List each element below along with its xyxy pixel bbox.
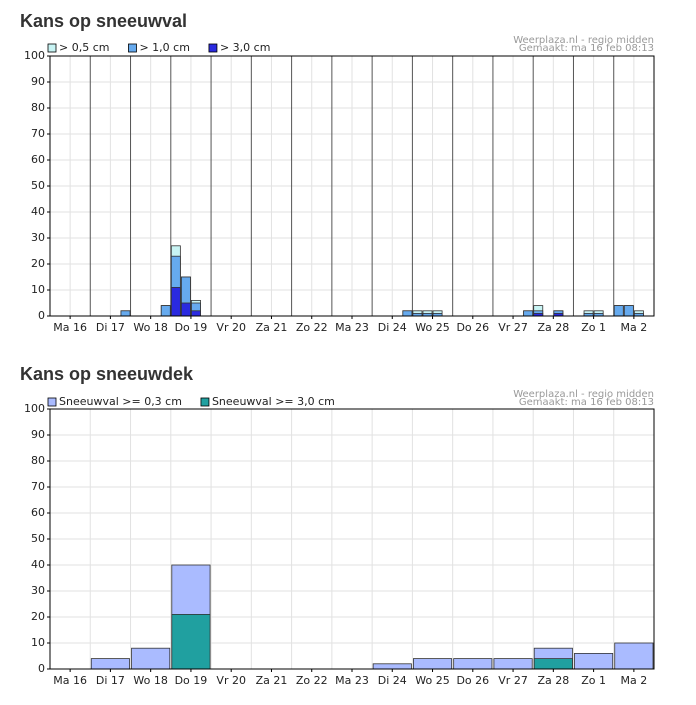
bar [131,647,171,670]
x-tick-label: Di 24 [378,321,407,334]
bar [453,658,493,670]
bar [533,658,573,670]
x-tick-label: Ma 2 [620,674,647,687]
x-tick-label: Ma 23 [335,674,369,687]
legend-swatch [200,397,210,407]
x-tick-label: Zo 22 [296,674,328,687]
x-tick-label: Di 17 [96,674,125,687]
y-tick-label: 90 [31,75,45,88]
bar [523,310,534,317]
y-tick-label: 100 [24,402,45,415]
y-tick-label: 30 [31,231,45,244]
bar [160,305,171,317]
y-tick-label: 0 [38,309,45,322]
chart-title: Kans op sneeuwval [20,11,187,31]
x-tick-label: Wo 18 [133,321,167,334]
bar [614,642,654,670]
x-tick-label: Do 19 [175,321,208,334]
x-tick-label: Do 26 [456,674,489,687]
y-tick-label: 30 [31,584,45,597]
legend-label: > 0,5 cm [59,41,109,54]
x-tick-label: Zo 22 [296,321,328,334]
y-tick-label: 0 [38,662,45,675]
legend-label: > 1,0 cm [139,41,189,54]
y-tick-label: 70 [31,480,45,493]
legend-swatch [47,397,57,407]
legend-swatch [128,43,137,53]
bar [171,614,211,670]
y-tick-label: 80 [31,454,45,467]
y-tick-label: 50 [31,179,45,192]
legend-swatch [47,43,57,53]
x-tick-label: Ma 23 [335,321,369,334]
x-tick-label: Zo 1 [581,674,606,687]
source: Weerplaza.nl - regio midden [513,389,654,400]
x-tick-label: Za 21 [256,674,288,687]
plot-frame [49,408,655,670]
x-tick-label: Do 19 [175,674,208,687]
x-tick-label: Vr 27 [498,674,528,687]
y-tick-label: 70 [31,127,45,140]
x-tick-label: Di 17 [96,321,125,334]
source: Weerplaza.nl - regio midden [513,35,654,46]
bar [120,310,131,317]
legend-label: > 3,0 cm [220,41,270,54]
x-tick-label: Za 21 [256,321,288,334]
y-tick-label: 50 [31,532,45,545]
x-tick-label: Za 28 [537,321,569,334]
x-tick-label: Wo 25 [415,321,449,334]
bar [412,658,453,670]
legend-swatch [208,43,218,53]
y-tick-label: 10 [31,636,45,649]
y-tick-label: 20 [31,610,45,623]
created: Gemaakt: ma 16 feb 08:13 [519,397,654,408]
bar [372,663,412,670]
y-tick-label: 100 [24,49,45,62]
x-tick-label: Ma 16 [53,321,87,334]
legend-label: Sneeuwval >= 3,0 cm [212,395,335,408]
x-tick-label: Wo 25 [415,674,449,687]
y-tick-label: 40 [31,205,45,218]
x-tick-label: Di 24 [378,674,407,687]
bar [493,658,533,670]
x-tick-label: Wo 18 [133,674,167,687]
x-tick-label: Zo 1 [581,321,606,334]
bar [402,310,413,317]
bar [191,310,201,317]
legend-label: Sneeuwval >= 0,3 cm [59,395,182,408]
y-tick-label: 60 [31,153,45,166]
x-tick-label: Ma 2 [620,321,647,334]
chart-title: Kans op sneeuwdek [20,364,194,384]
bar [574,653,614,670]
y-tick-label: 80 [31,101,45,114]
bar [613,305,624,317]
x-tick-label: Vr 20 [216,321,246,334]
created: Gemaakt: ma 16 feb 08:13 [519,43,654,54]
y-tick-label: 20 [31,257,45,270]
y-tick-label: 90 [31,428,45,441]
bar [180,302,191,317]
y-tick-label: 10 [31,283,45,296]
bar [90,658,130,670]
y-tick-label: 60 [31,506,45,519]
bar [623,305,634,317]
x-tick-label: Do 26 [456,321,489,334]
bar [170,286,181,317]
x-tick-label: Ma 16 [53,674,87,687]
plot-frame [49,55,655,317]
y-tick-label: 40 [31,558,45,571]
x-tick-label: Za 28 [537,674,569,687]
x-tick-label: Vr 20 [216,674,246,687]
x-tick-label: Vr 27 [498,321,528,334]
